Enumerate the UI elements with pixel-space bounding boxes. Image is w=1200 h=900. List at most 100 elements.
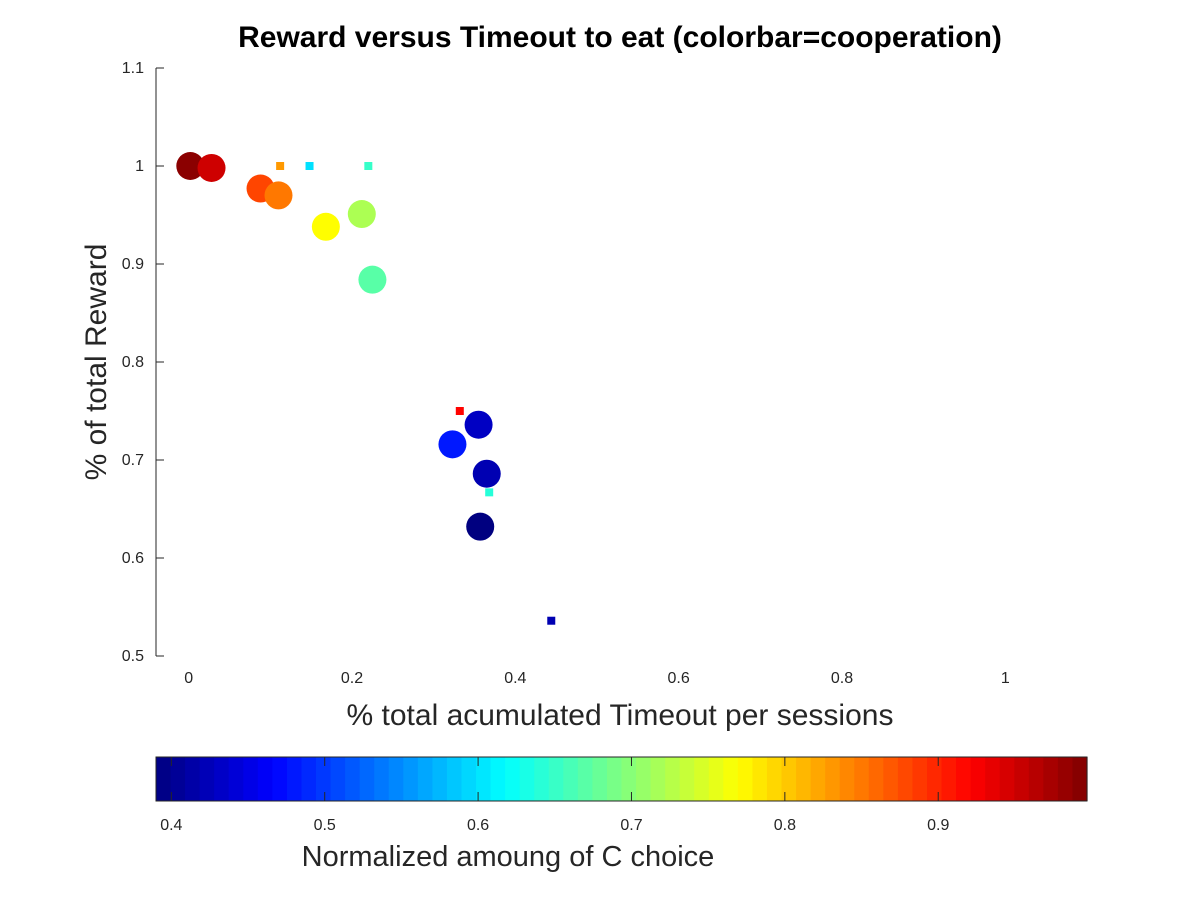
y-tick-label: 0.8 [122, 354, 144, 371]
colorbar-gradient [156, 757, 1088, 801]
colorbar-cell [330, 757, 346, 801]
colorbar-cell [636, 757, 652, 801]
colorbar-tick-label: 0.5 [314, 817, 336, 834]
colorbar-cell [592, 757, 608, 801]
colorbar-cell [825, 757, 841, 801]
colorbar-cell [185, 757, 201, 801]
colorbar-cell [970, 757, 986, 801]
colorbar-tick-label: 0.7 [620, 817, 642, 834]
colorbar-cell [737, 757, 754, 801]
colorbar-tick-label: 0.4 [160, 817, 182, 834]
colorbar-cell [708, 757, 724, 801]
colorbar-cell [956, 757, 972, 801]
data-point-square [276, 162, 285, 170]
colorbar-cell [1014, 757, 1030, 801]
data-point-circle [464, 410, 493, 439]
colorbar-cell [243, 757, 259, 801]
colorbar-tick-label: 0.8 [774, 817, 796, 834]
colorbar-cell [650, 757, 666, 801]
colorbar-cell [505, 757, 521, 801]
colorbar-cell [883, 757, 899, 801]
colorbar-cell [257, 757, 273, 801]
y-axis-label: % of total Reward [80, 244, 113, 481]
chart-title: Reward versus Timeout to eat (colorbar=c… [238, 21, 1002, 54]
data-point-square [485, 488, 494, 497]
x-axis: 0 0.2 0.4 0.6 0.8 1 [184, 670, 1010, 687]
colorbar-cell [665, 757, 681, 801]
data-point-circle [466, 512, 495, 541]
colorbar-cell [621, 757, 637, 801]
colorbar-cell [926, 757, 943, 801]
colorbar-cell [316, 757, 332, 801]
colorbar-frame [155, 756, 1088, 802]
colorbar-cell [694, 757, 710, 801]
colorbar-cell [374, 757, 390, 801]
colorbar-cell [519, 757, 535, 801]
x-tick-label: 0.8 [831, 670, 853, 687]
colorbar-cell [490, 757, 506, 801]
x-tick-label: 0.4 [504, 670, 526, 687]
y-tick-label: 0.5 [122, 648, 144, 665]
x-ticks: 0 0.2 0.4 0.6 0.8 1 [184, 670, 1010, 687]
colorbar-cell [1057, 757, 1074, 801]
colorbar-cell [810, 757, 826, 801]
data-point-square [455, 407, 464, 415]
colorbar-cell [345, 757, 361, 801]
colorbar-cell [854, 757, 870, 801]
data-point-circle [176, 152, 205, 180]
colorbar-tick-label: 0.6 [467, 817, 489, 834]
colorbar-ticks: 0.4 0.5 0.6 0.7 0.8 0.9 [160, 757, 949, 834]
colorbar-cell [679, 757, 695, 801]
colorbar-cell [999, 757, 1015, 801]
colorbar-cell [897, 757, 914, 801]
colorbar-cell [868, 757, 884, 801]
x-tick-label: 0 [184, 670, 193, 687]
x-tick-label: 0.2 [341, 670, 363, 687]
colorbar-cell [199, 757, 215, 801]
colorbar-cell [301, 757, 317, 801]
colorbar-cell [170, 757, 186, 801]
colorbar-cell [563, 757, 579, 801]
data-point-square [305, 162, 314, 170]
colorbar-cell [403, 757, 419, 801]
colorbar-cell [548, 757, 564, 801]
colorbar-cell [388, 757, 404, 801]
colorbar-cell [476, 757, 492, 801]
colorbar-cell [461, 757, 477, 801]
colorbar-cell [766, 757, 783, 801]
data-point-circle [311, 212, 340, 241]
colorbar-cell [912, 757, 928, 801]
colorbar-cell [781, 757, 797, 801]
colorbar-cell [432, 757, 448, 801]
colorbar-cell [534, 757, 550, 801]
colorbar-cell [606, 757, 623, 801]
colorbar-cell [1043, 757, 1059, 801]
data-point-square [364, 162, 373, 170]
y-tick-label: 1.1 [122, 60, 144, 77]
colorbar-cell [228, 757, 244, 801]
colorbar-cell [577, 757, 594, 801]
colorbar-cell [446, 757, 463, 801]
colorbar-cell [839, 757, 855, 801]
colorbar-cell [1028, 757, 1044, 801]
colorbar-cell [752, 757, 768, 801]
colorbar-cell [723, 757, 739, 801]
y-axis: 0.5 0.6 0.7 0.8 0.9 1 1.1 [122, 60, 164, 665]
data-point-circle [347, 200, 376, 229]
colorbar-cell [941, 757, 957, 801]
colorbar-cell [214, 757, 230, 801]
data-point-circle [264, 181, 293, 210]
y-tick-label: 0.6 [122, 550, 144, 567]
colorbar-cell [272, 757, 288, 801]
x-tick-label: 1 [1001, 670, 1010, 687]
x-tick-label: 0.6 [668, 670, 690, 687]
data-point-circle [358, 265, 387, 294]
colorbar-cell [359, 757, 375, 801]
colorbar: 0.4 0.5 0.6 0.7 0.8 0.9 Normalized amoung of … [155, 756, 1088, 873]
y-tick-label: 0.7 [122, 452, 144, 469]
colorbar-cell [286, 757, 303, 801]
colorbar-cell [417, 757, 433, 801]
data-points [176, 152, 556, 625]
data-point-circle [197, 153, 226, 182]
